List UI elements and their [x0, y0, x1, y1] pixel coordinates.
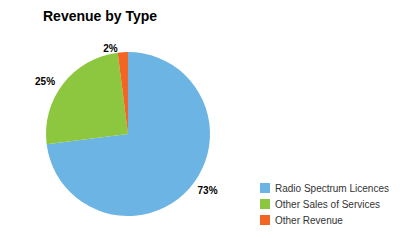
svg-text:Revenue by Type: Revenue by Type — [43, 8, 157, 24]
svg-text:Other Revenue: Other Revenue — [275, 215, 343, 226]
svg-text:Radio Spectrum Licences: Radio Spectrum Licences — [275, 183, 389, 194]
svg-text:25%: 25% — [35, 76, 55, 87]
svg-text:73%: 73% — [198, 185, 218, 196]
svg-text:2%: 2% — [103, 43, 118, 54]
svg-text:Other Sales of Services: Other Sales of Services — [275, 199, 380, 210]
